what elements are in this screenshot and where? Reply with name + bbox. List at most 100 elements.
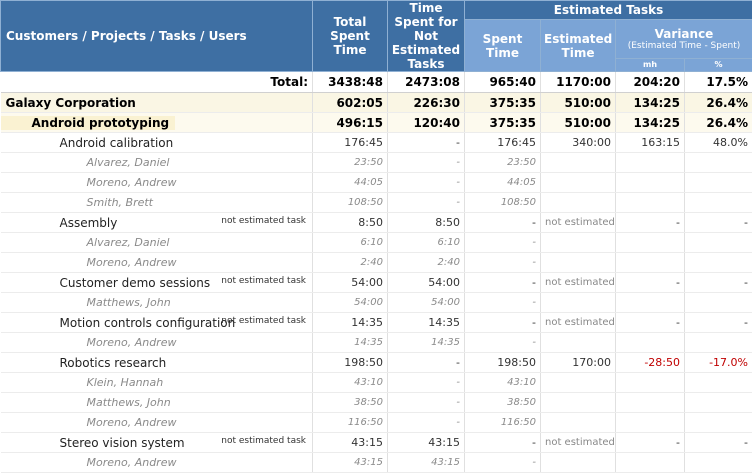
customer-variance-pct: 26.4% (685, 93, 752, 113)
total-estimated-time: 1170:00 (541, 72, 616, 93)
cell-estimated-time: 170:00 (541, 353, 616, 373)
cell-variance-pct (685, 233, 752, 253)
cell-spent-time: - (465, 453, 541, 473)
total-row: Total: 3438:48 2473:08 965:40 1170:00 20… (1, 72, 752, 93)
cell-estimated-time (541, 413, 616, 433)
cell-variance-mh: -28:50 (616, 353, 685, 373)
cell-not-estimated: 54:00 (388, 273, 465, 293)
total-not-estimated: 2473:08 (388, 72, 465, 93)
cell-variance-mh: - (616, 213, 685, 233)
cell-total-spent: 43:10 (313, 373, 388, 393)
cell-not-estimated: - (388, 373, 465, 393)
cell-not-estimated: - (388, 393, 465, 413)
row-label: Stereo vision system (60, 436, 185, 450)
header-variance: Variance (Estimated Time - Spent) (616, 20, 752, 59)
not-estimated-note: not estimated task (221, 316, 306, 326)
cell-variance-mh (616, 173, 685, 193)
header-entity[interactable]: Customers / Projects / Tasks / Users (1, 1, 313, 72)
project-name[interactable]: Android prototyping (1, 116, 176, 130)
cell-not-estimated: 14:35 (388, 313, 465, 333)
cell-total-spent: 54:00 (313, 273, 388, 293)
cell-not-estimated: 8:50 (388, 213, 465, 233)
project-variance-pct: 26.4% (685, 113, 752, 133)
cell-variance-pct: - (685, 213, 752, 233)
cell-estimated-time (541, 153, 616, 173)
row-label: Alvarez, Daniel (87, 156, 170, 169)
row-label: Customer demo sessions (60, 276, 211, 290)
user-name: Moreno, Andrew (1, 333, 313, 353)
cell-estimated-time (541, 333, 616, 353)
row-label: Klein, Hannah (87, 376, 164, 389)
cell-spent-time: 38:50 (465, 393, 541, 413)
cell-variance-pct: 48.0% (685, 133, 752, 153)
header-mh[interactable]: mh (616, 59, 685, 72)
project-cell[interactable]: Android prototyping (1, 113, 313, 133)
total-spent-time: 965:40 (465, 72, 541, 93)
not-estimated-note: not estimated task (221, 216, 306, 226)
cell-variance-mh: - (616, 273, 685, 293)
cell-total-spent: 6:10 (313, 233, 388, 253)
cell-total-spent: 38:50 (313, 393, 388, 413)
row-label: Alvarez, Daniel (87, 236, 170, 249)
cell-variance-pct: - (685, 273, 752, 293)
task-name[interactable]: Stereo vision system not estimated task (1, 433, 313, 453)
cell-variance-mh (616, 253, 685, 273)
cell-variance-pct: -17.0% (685, 353, 752, 373)
cell-total-spent: 14:35 (313, 333, 388, 353)
cell-variance-pct (685, 373, 752, 393)
header-total-spent[interactable]: Total Spent Time (313, 1, 388, 72)
cell-variance-pct (685, 413, 752, 433)
not-estimated-note: not estimated task (221, 436, 306, 446)
row-label: Moreno, Andrew (87, 256, 177, 269)
cell-variance-pct (685, 293, 752, 313)
project-estimated-time: 510:00 (541, 113, 616, 133)
cell-not-estimated: - (388, 133, 465, 153)
user-name: Moreno, Andrew (1, 453, 313, 473)
cell-variance-mh (616, 393, 685, 413)
cell-variance-mh (616, 333, 685, 353)
cell-spent-time: - (465, 313, 541, 333)
header-not-estimated[interactable]: Time Spent for Not Estimated Tasks (388, 1, 465, 72)
task-name[interactable]: Android calibration (1, 133, 313, 153)
cell-variance-mh (616, 413, 685, 433)
cell-estimated-time: not estimated (541, 433, 616, 453)
cell-spent-time: - (465, 213, 541, 233)
row-label: Moreno, Andrew (87, 336, 177, 349)
cell-estimated-time (541, 253, 616, 273)
cell-not-estimated: 14:35 (388, 333, 465, 353)
user-name: Moreno, Andrew (1, 173, 313, 193)
cell-estimated-time: not estimated (541, 213, 616, 233)
cell-total-spent: 2:40 (313, 253, 388, 273)
customer-name[interactable]: Galaxy Corporation (1, 93, 313, 113)
header-pct[interactable]: % (685, 59, 752, 72)
header-spent-time[interactable]: Spent Time (465, 20, 541, 72)
cell-spent-time: 198:50 (465, 353, 541, 373)
cell-spent-time: - (465, 333, 541, 353)
task-name[interactable]: Robotics research (1, 353, 313, 373)
row-label: Smith, Brett (87, 196, 154, 209)
customer-not-estimated: 226:30 (388, 93, 465, 113)
project-row[interactable]: Android prototyping 496:15 120:40 375:35… (1, 113, 752, 133)
cell-not-estimated: 6:10 (388, 233, 465, 253)
row-label: Moreno, Andrew (87, 456, 177, 469)
header-variance-label: Variance (655, 27, 714, 41)
customer-row[interactable]: Galaxy Corporation 602:05 226:30 375:35 … (1, 93, 752, 113)
row-label: Robotics research (60, 356, 167, 370)
cell-total-spent: 198:50 (313, 353, 388, 373)
report-body: Total: 3438:48 2473:08 965:40 1170:00 20… (1, 72, 752, 473)
header-estimated-time[interactable]: Estimated Time (541, 20, 616, 72)
cell-variance-mh (616, 233, 685, 253)
